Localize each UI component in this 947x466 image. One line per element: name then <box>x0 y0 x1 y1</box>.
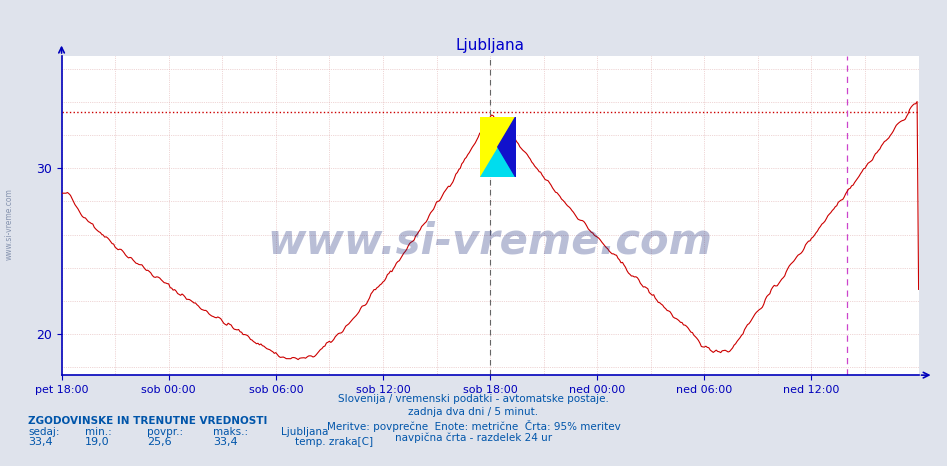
Text: povpr.:: povpr.: <box>147 427 183 437</box>
Text: Slovenija / vremenski podatki - avtomatske postaje.: Slovenija / vremenski podatki - avtomats… <box>338 394 609 404</box>
Text: Meritve: povprečne  Enote: metrične  Črta: 95% meritev: Meritve: povprečne Enote: metrične Črta:… <box>327 420 620 432</box>
Text: sedaj:: sedaj: <box>28 427 60 437</box>
Polygon shape <box>480 116 516 177</box>
Text: www.si-vreme.com: www.si-vreme.com <box>268 220 712 262</box>
Text: zadnja dva dni / 5 minut.: zadnja dva dni / 5 minut. <box>408 407 539 417</box>
Text: maks.:: maks.: <box>213 427 248 437</box>
Title: Ljubljana: Ljubljana <box>456 38 525 54</box>
Polygon shape <box>480 116 516 177</box>
Text: ZGODOVINSKE IN TRENUTNE VREDNOSTI: ZGODOVINSKE IN TRENUTNE VREDNOSTI <box>28 417 268 426</box>
Text: Ljubljana: Ljubljana <box>281 427 329 437</box>
Text: min.:: min.: <box>85 427 112 437</box>
Text: navpična črta - razdelek 24 ur: navpična črta - razdelek 24 ur <box>395 433 552 444</box>
Text: temp. zraka[C]: temp. zraka[C] <box>295 438 373 447</box>
Text: 33,4: 33,4 <box>28 438 53 447</box>
Polygon shape <box>498 116 516 177</box>
Text: 19,0: 19,0 <box>85 438 110 447</box>
Text: 25,6: 25,6 <box>147 438 171 447</box>
Text: 33,4: 33,4 <box>213 438 238 447</box>
Text: www.si-vreme.com: www.si-vreme.com <box>5 188 14 260</box>
